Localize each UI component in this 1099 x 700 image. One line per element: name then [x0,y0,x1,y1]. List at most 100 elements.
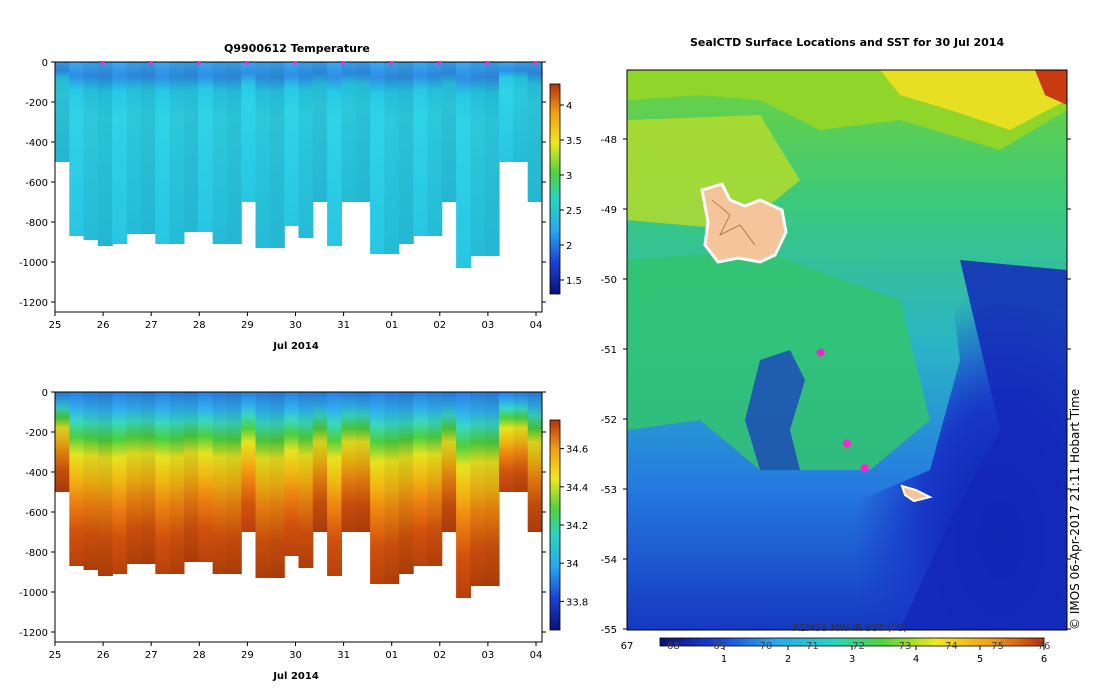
profile-column [269,392,285,578]
profile-column [470,392,486,586]
colorbar-tick-label: 34 [566,559,579,570]
profile-column [413,62,428,236]
profile-column [255,392,271,578]
x-tick-label: 01 [385,650,398,661]
x-tick-label: 28 [193,320,206,331]
profile-column [398,392,414,574]
profile-column [527,392,542,532]
profile-shade [312,62,328,202]
profile-shade [226,62,242,244]
profile-column [69,62,85,236]
profile-column [226,62,242,244]
sst-warm-northeast [880,70,1067,130]
profile-shade [169,62,185,244]
sst-colorbar-label: REMSS MW-IR SST (°C) [793,623,907,634]
colorbar-tick-label: 3.5 [566,136,582,147]
profile-column [513,392,529,492]
profile-column [298,62,314,238]
seal-location-marker [843,439,851,448]
y-tick-label: -1200 [19,628,48,639]
lat-tick-label: -52 [601,415,617,426]
profile-column [126,392,142,564]
y-tick-label: -600 [25,508,48,519]
sst-tick-label: 1 [721,654,727,665]
profile-column [83,62,99,240]
profile-column [126,62,142,234]
salinity-colorbar [549,419,561,631]
profile-shade [341,392,357,532]
x-tick-label: 02 [433,320,446,331]
kerguelen-island [700,182,788,264]
profile-shade [98,392,113,576]
sst-fahrenheit-label: 67 [621,641,634,652]
profile-column [427,62,443,236]
profile-column [441,62,457,202]
lat-tick-label: -48 [601,135,617,146]
profile-column [212,62,228,244]
profile-shade [441,62,457,202]
profile-column [140,62,156,234]
x-tick-label: 01 [385,320,398,331]
colorbar-tick-label: 2.5 [566,206,582,217]
temperature-x-label: Jul 2014 [272,341,319,352]
sst-hot-corner [1035,70,1067,105]
seal-location-marker [860,464,869,472]
sst-tick-label: 5 [977,654,983,665]
profile-column [55,392,70,492]
profile-shade [83,62,99,240]
profile-column [470,62,486,256]
profile-shade [55,62,70,162]
profile-column [427,392,443,566]
profile-shade [169,392,185,574]
temperature-colorbar [549,83,561,295]
profile-column [241,62,257,202]
colorbar-tick-label: 33.8 [566,597,588,608]
surface-marker [196,61,203,66]
map-frame [626,69,1068,631]
profile-shade [355,392,371,532]
x-tick-label: 04 [530,320,543,331]
profile-shade [126,392,142,564]
colorbar-tick-label: 34.2 [566,521,588,532]
profile-column [183,62,199,232]
profile-shade [255,392,271,578]
lat-tick-label: -51 [601,345,617,356]
profile-column [499,62,514,162]
profile-column [241,392,257,532]
x-tick-label: 03 [482,650,495,661]
profile-shade [513,62,529,162]
profile-shade [341,62,357,202]
y-tick-label: -1000 [19,258,48,269]
surface-marker [148,61,155,66]
profile-shade [398,62,414,244]
x-tick-label: 26 [97,320,110,331]
x-tick-label: 25 [49,320,62,331]
profile-column [355,392,371,532]
profile-column [341,62,357,202]
surface-marker [100,61,107,66]
profile-shade [470,392,486,586]
y-tick-label: -400 [25,138,48,149]
y-tick-label: 0 [42,388,48,399]
profile-shade [527,62,542,202]
profile-shade [513,392,529,492]
profile-shade [255,62,271,248]
sst-cold-eddy [745,350,805,470]
heard-island [900,484,933,503]
profile-shade [226,392,242,574]
profile-column [284,392,300,556]
copyright-note: © IMOS 06-Apr-2017 21:11 Hobart Time [1068,388,1082,630]
salinity-plot-frame [54,391,543,643]
x-tick-label: 04 [530,650,543,661]
colorbar-tick-label: 3 [566,171,572,182]
x-tick-label: 31 [337,320,350,331]
profile-column [198,62,214,232]
x-tick-label: 28 [193,650,206,661]
map-chart-title: SealCTD Surface Locations and SST for 30… [690,36,1005,49]
surface-marker [244,61,251,66]
profile-column [198,392,214,562]
sst-tick-label: 3 [849,654,855,665]
sst-fahrenheit-label: 71 [806,641,819,652]
